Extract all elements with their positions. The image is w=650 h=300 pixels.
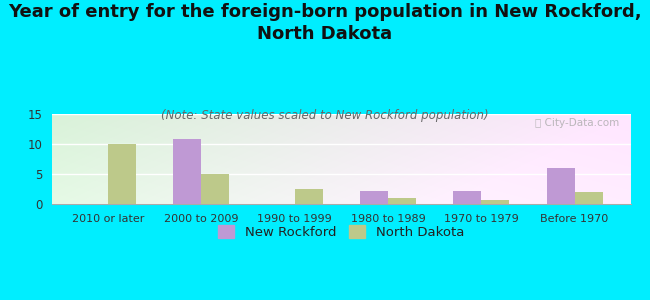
Text: (Note: State values scaled to New Rockford population): (Note: State values scaled to New Rockfo… <box>161 110 489 122</box>
Bar <box>575 192 603 204</box>
Bar <box>360 191 388 204</box>
Bar <box>388 198 416 204</box>
Bar <box>174 139 202 204</box>
Text: Year of entry for the foreign-born population in New Rockford,
North Dakota: Year of entry for the foreign-born popul… <box>8 3 642 43</box>
Legend: New Rockford, North Dakota: New Rockford, North Dakota <box>213 220 469 244</box>
Bar <box>294 189 322 204</box>
Bar <box>547 168 575 204</box>
Bar <box>108 144 136 204</box>
Bar <box>202 174 229 204</box>
Bar <box>453 191 481 204</box>
Text: ⓘ City-Data.com: ⓘ City-Data.com <box>535 118 619 128</box>
Bar <box>481 200 509 204</box>
